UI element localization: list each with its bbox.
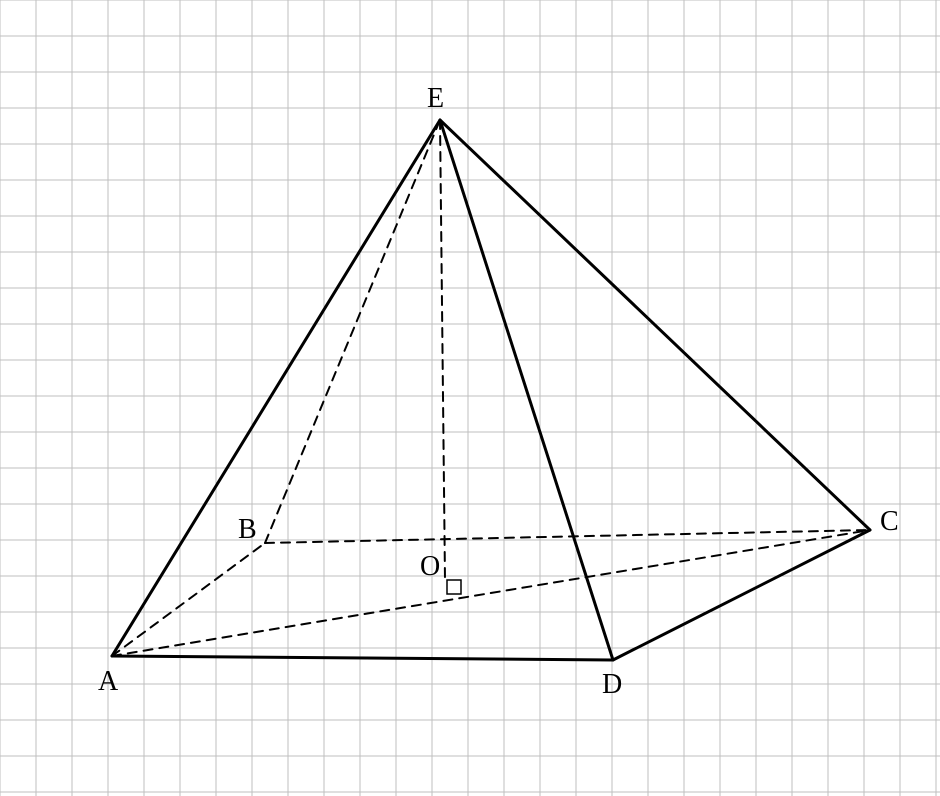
label-C: C xyxy=(880,506,899,537)
edge-AD xyxy=(112,656,613,660)
label-B: B xyxy=(238,514,257,545)
edge-BE xyxy=(265,120,440,543)
grid-layer xyxy=(0,0,940,796)
edge-BC xyxy=(265,530,870,543)
label-A: A xyxy=(98,666,119,697)
label-E: E xyxy=(427,83,444,114)
edge-DC xyxy=(613,530,870,660)
edge-AB xyxy=(112,543,265,656)
label-D: D xyxy=(602,669,622,700)
label-O: O xyxy=(420,551,440,582)
right-angle-marker xyxy=(447,580,461,594)
pyramid-diagram: A B C D E O xyxy=(0,0,940,796)
edge-EO xyxy=(440,120,445,580)
